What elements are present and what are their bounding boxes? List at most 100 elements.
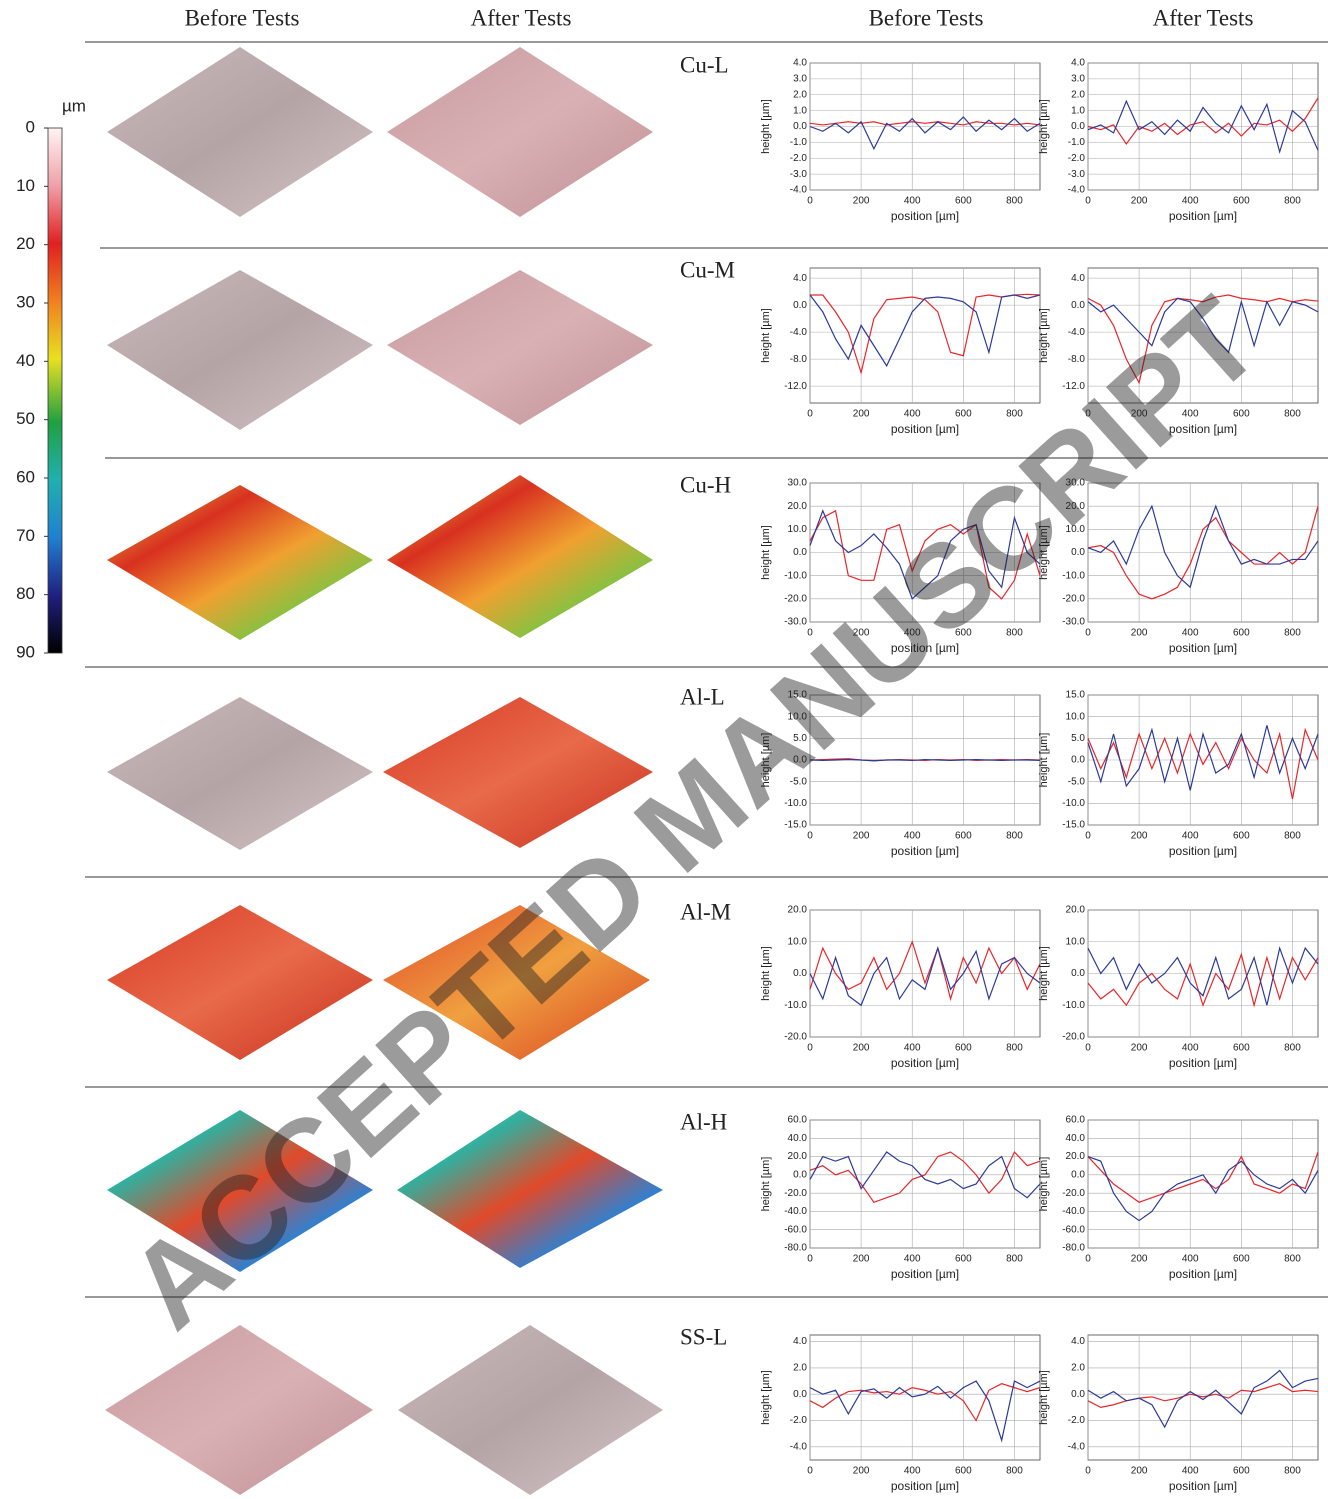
surface-map [105, 1325, 373, 1495]
sample-label: Al-M [680, 899, 731, 924]
y-tick-label: 10.0 [788, 936, 808, 947]
x-tick-label: 0 [1085, 1254, 1091, 1265]
surface-map [383, 905, 650, 1060]
y-tick-label: 40.0 [1066, 1133, 1086, 1144]
x-tick-label: 800 [1006, 628, 1023, 639]
colorbar-tick-label: 70 [16, 526, 35, 545]
line-chart: 20.0 10.0 0.0 -10.0 -20.00 200 400 600 800 positi… [760, 905, 1041, 1070]
y-tick-label: -4.0 [790, 1441, 808, 1452]
line-chart: 30.0 20.0 10.0 0.0 -10.0 -20.0 -30.00 200 400 600… [1038, 478, 1319, 655]
data-line [1087, 297, 1319, 354]
x-tick-label: 200 [853, 628, 870, 639]
x-tick-label: 200 [1131, 1254, 1148, 1265]
x-tick-label: 400 [1182, 831, 1199, 842]
x-tick-label: 800 [1006, 409, 1023, 420]
x-tick-label: 600 [1233, 831, 1250, 842]
y-tick-label: -5.0 [790, 776, 808, 787]
x-tick-label: 600 [1233, 628, 1250, 639]
y-tick-label: 20.0 [788, 1151, 808, 1162]
y-tick-label: 0.0 [793, 121, 807, 132]
x-tick-label: 200 [1131, 1043, 1148, 1054]
x-tick-label: 200 [1131, 831, 1148, 842]
x-axis-label: position [µm] [891, 844, 959, 858]
x-tick-label: 400 [1182, 409, 1199, 420]
data-line [1087, 952, 1319, 1008]
y-tick-label: 0.0 [793, 968, 807, 979]
y-tick-label: -2.0 [1068, 1415, 1086, 1426]
y-tick-label: 60.0 [1066, 1115, 1086, 1126]
x-tick-label: 800 [1006, 1254, 1023, 1265]
y-tick-label: -40.0 [1062, 1206, 1085, 1217]
line-chart: 60.0 40.0 20.0 0.0 -20.0 -40.0 -60.0 -80.00 200 4… [760, 1115, 1041, 1281]
surface-map [387, 270, 653, 425]
x-tick-label: 0 [807, 196, 813, 207]
y-tick-label: -30.0 [1062, 617, 1085, 628]
x-axis-label: position [µm] [1169, 209, 1237, 223]
x-tick-label: 800 [1284, 831, 1301, 842]
colorbar-tick-label: 80 [16, 584, 35, 603]
plot-area [809, 267, 1041, 404]
y-tick-label: 0.0 [1071, 121, 1085, 132]
column-header: After Tests [471, 5, 572, 30]
line-chart: 15.0 10.0 5.0 0.0 -5.0 -10.0 -15.00 200 400 600 80… [760, 690, 1041, 858]
y-axis-label: height [µm] [760, 733, 772, 788]
x-tick-label: 200 [853, 1043, 870, 1054]
x-tick-label: 200 [1131, 628, 1148, 639]
y-tick-label: -10.0 [784, 798, 807, 809]
colorbar-tick-label: 30 [16, 292, 35, 311]
x-tick-label: 200 [853, 409, 870, 420]
y-tick-label: 10.0 [1066, 711, 1086, 722]
y-tick-label: -1.0 [1068, 137, 1086, 148]
y-tick-label: 40.0 [788, 1133, 808, 1144]
y-tick-label: -8.0 [790, 354, 808, 365]
colorbar-tick-label: 40 [16, 351, 35, 370]
line-chart: 4.0 3.0 2.0 1.0 0.0 -1.0 -2.0 -3.0 -4.00 200 400 60… [760, 58, 1041, 223]
y-tick-label: -60.0 [1062, 1224, 1085, 1235]
y-tick-label: 20.0 [1066, 1151, 1086, 1162]
x-tick-label: 0 [1085, 831, 1091, 842]
data-line [809, 758, 1041, 762]
surface-map [397, 1110, 663, 1268]
x-axis-label: position [µm] [1169, 844, 1237, 858]
data-line [809, 946, 1041, 1007]
data-line [809, 758, 1041, 762]
y-tick-label: -3.0 [790, 169, 808, 180]
line-chart: 4.0 0.0 -4.0 -8.0 -12.0 0 200 400 600 800 position… [1038, 267, 1319, 436]
y-axis-label: height [µm] [1038, 1370, 1050, 1425]
y-axis-label: height [µm] [760, 1157, 772, 1212]
x-tick-label: 800 [1006, 1466, 1023, 1477]
data-line [1087, 294, 1319, 385]
colorbar-unit: µm [62, 96, 86, 115]
line-chart: 4.0 0.0 -4.0 -8.0 -12.0 0 200 400 600 800 position… [760, 267, 1041, 436]
y-tick-label: 0.0 [1071, 968, 1085, 979]
data-line [809, 1380, 1041, 1443]
x-tick-label: 600 [955, 831, 972, 842]
y-tick-label: -80.0 [784, 1243, 807, 1254]
y-tick-label: -10.0 [1062, 1000, 1085, 1011]
sample-label: Cu-M [680, 257, 735, 282]
y-tick-label: -10.0 [1062, 570, 1085, 581]
y-tick-label: 10.0 [1066, 936, 1086, 947]
x-tick-label: 600 [1233, 1254, 1250, 1265]
y-tick-label: -2.0 [790, 153, 808, 164]
column-header: After Tests [1153, 5, 1254, 30]
surface-map [107, 905, 373, 1060]
sample-label: Al-H [680, 1109, 727, 1134]
y-tick-label: 4.0 [793, 1336, 807, 1347]
y-tick-label: -60.0 [784, 1224, 807, 1235]
x-tick-label: 0 [1085, 1466, 1091, 1477]
y-tick-label: 4.0 [793, 58, 807, 69]
data-line [809, 121, 1041, 126]
y-axis-label: height [µm] [1038, 525, 1050, 580]
surface-map [398, 1325, 663, 1495]
y-axis-label: height [µm] [760, 308, 772, 363]
y-tick-label: 30.0 [788, 478, 808, 489]
plot-area [1087, 1119, 1319, 1249]
y-tick-label: 0.0 [1071, 547, 1085, 558]
y-axis-label: height [µm] [1038, 99, 1050, 154]
surface-map [387, 47, 653, 217]
data-line [809, 116, 1041, 151]
y-tick-label: -4.0 [790, 185, 808, 196]
y-tick-label: 20.0 [788, 501, 808, 512]
x-tick-label: 0 [807, 831, 813, 842]
